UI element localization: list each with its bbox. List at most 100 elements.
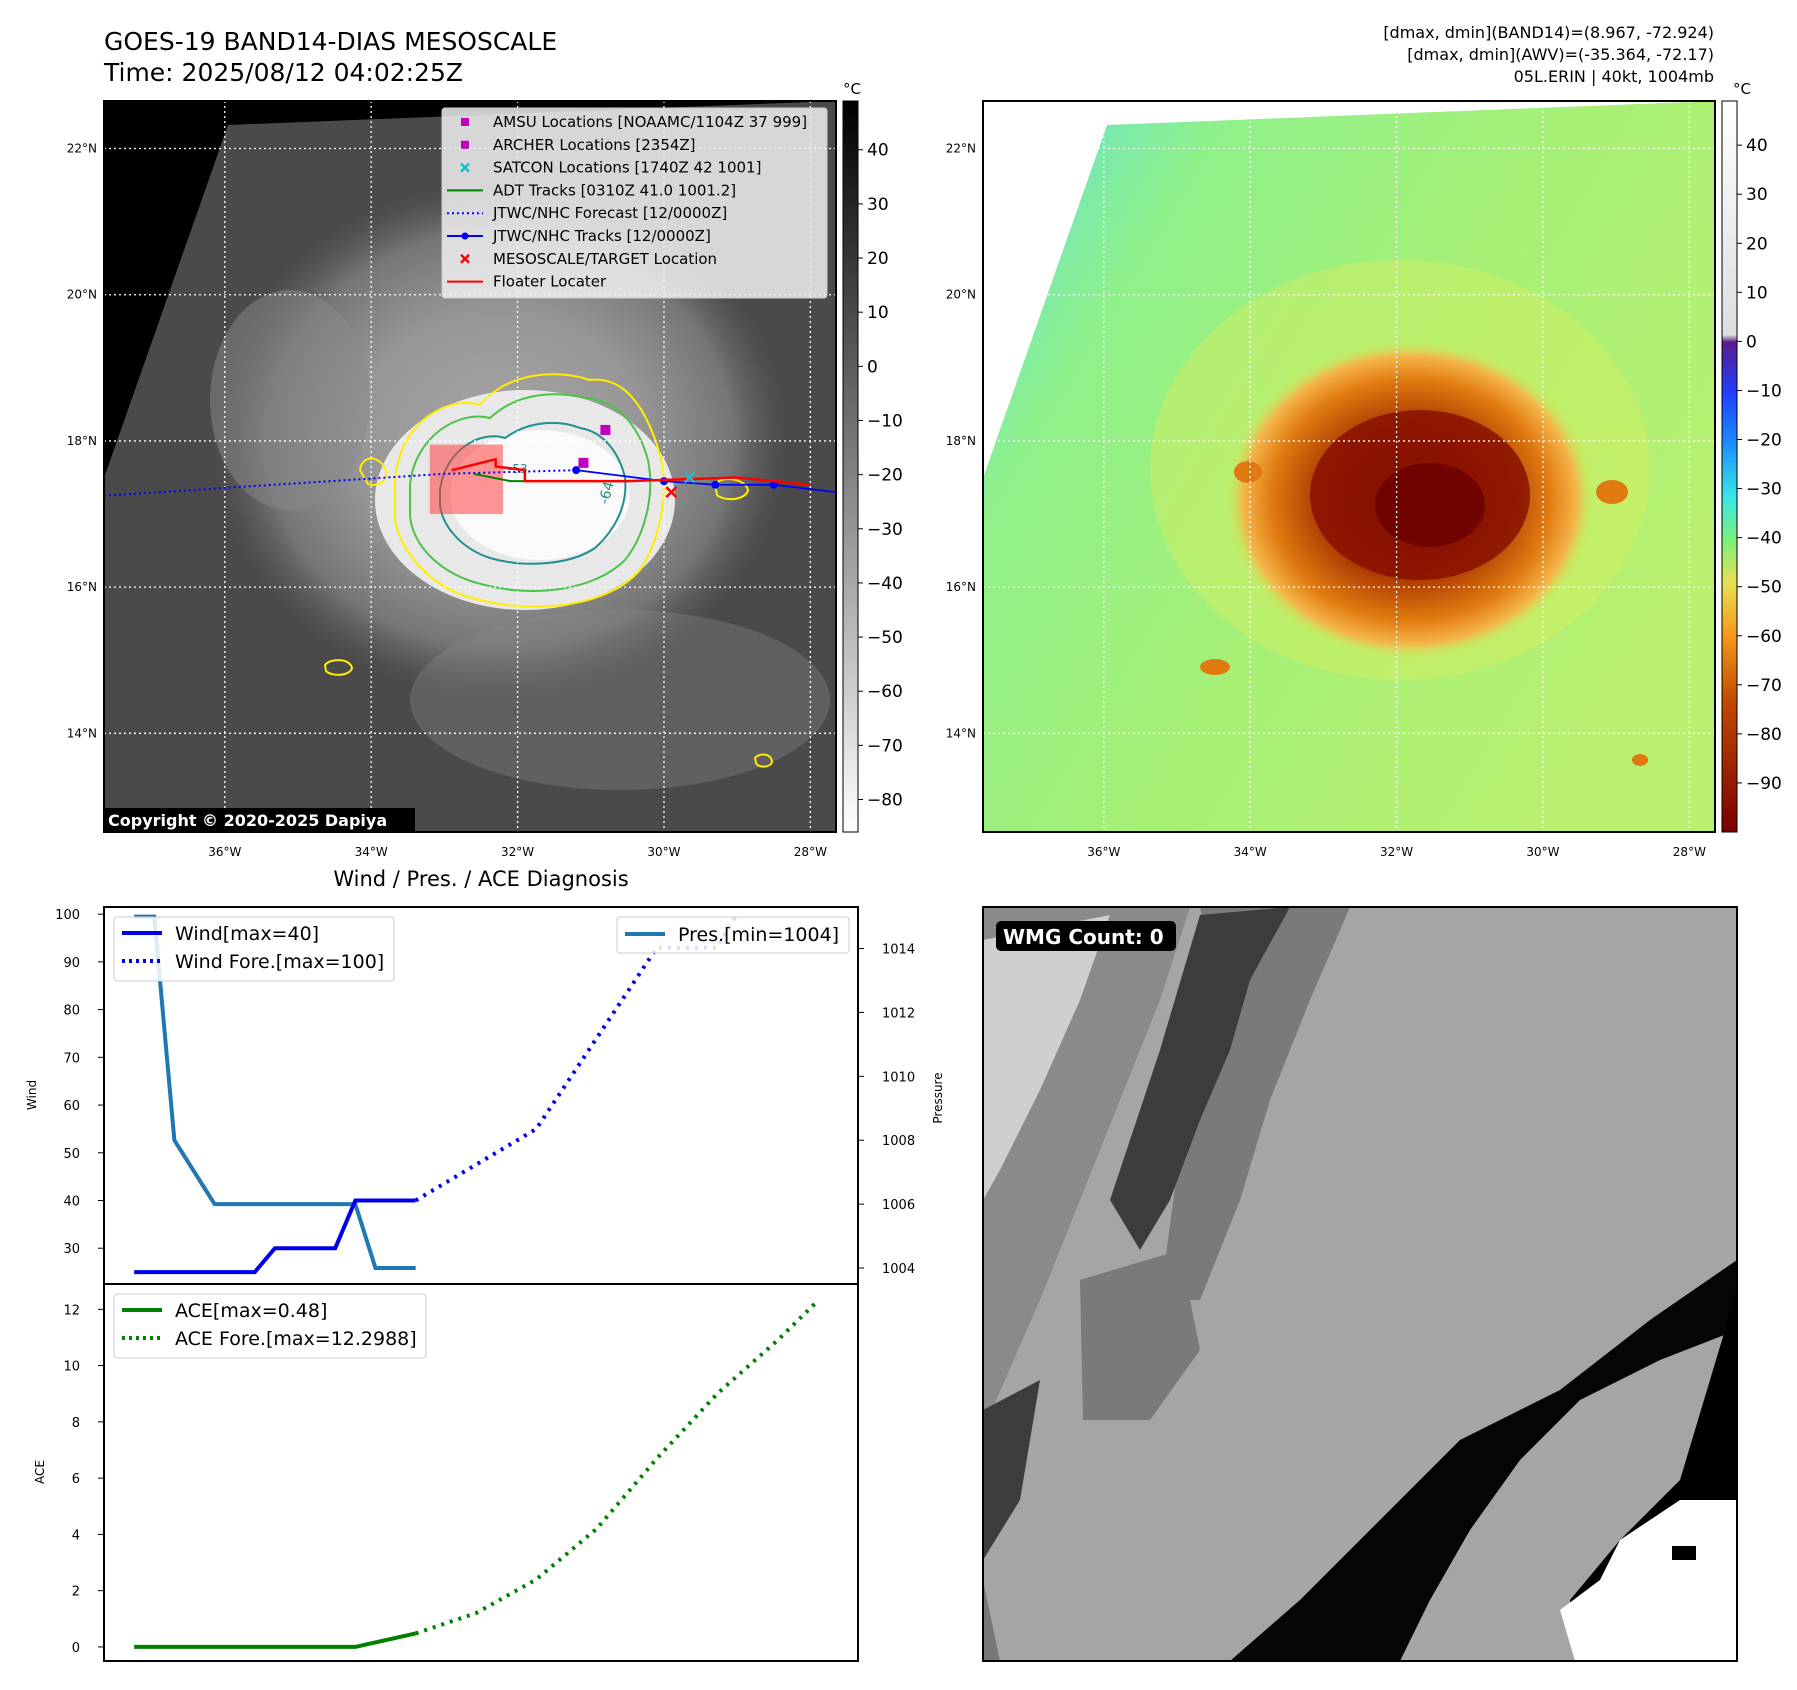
ace-forecast-series-line: [415, 1299, 820, 1636]
colorbar-tick-label: −30: [1746, 480, 1782, 500]
legend-label: ADT Tracks [0310Z 41.0 1001.2]: [493, 181, 736, 199]
wind-legend-label: Wind[max=40]: [175, 923, 319, 945]
colorbar-tick-label: −50: [1746, 578, 1782, 598]
colorbar-tick-label: −30: [867, 520, 903, 540]
ace-series-line: [134, 1631, 417, 1649]
satcon-marker: [683, 471, 696, 484]
legend-label: MESOSCALE/TARGET Location: [493, 250, 717, 268]
lat-tick-label: 16°N: [67, 580, 97, 594]
lon-tick-label: 30°W: [647, 845, 680, 859]
info-line3: 05L.ERIN | 40kt, 1004mb: [1514, 67, 1714, 86]
legend-marker-dot: [461, 232, 469, 240]
ir-map-tracks: [103, 424, 837, 515]
legend-marker-square: [461, 140, 469, 149]
nhc-track-point: [711, 480, 720, 489]
contour-blob-3: [323, 659, 354, 676]
ir-colorbar: °C 40 30 20 10 0 −10 −20 −30 −40 −50 −60 −70 −80: [842, 80, 903, 833]
lon-tick-label: 32°W: [1380, 845, 1413, 859]
pressure-y-tick-label: 1014: [882, 943, 915, 958]
legend-label: JTWC/NHC Tracks [12/0000Z]: [492, 227, 711, 245]
figure-title-line1: GOES-19 BAND14-DIAS MESOSCALE: [104, 27, 557, 56]
wind-y-tick-label: 30: [63, 1242, 80, 1257]
contour-teal-inner: [439, 421, 627, 565]
wmg-black-sw: [1230, 1260, 1737, 1661]
color-map-frame: [982, 100, 1716, 833]
wind-fore-legend-label: Wind Fore.[max=100]: [175, 951, 384, 973]
wmg-black-band: [1110, 907, 1290, 1250]
colorbar-tick-label: −20: [867, 466, 903, 486]
wind-y-tick-label: 70: [63, 1051, 80, 1066]
colorbar-tick-label: −10: [1746, 381, 1782, 401]
colorbar-tick-label: 40: [867, 141, 889, 161]
colorbar-tick-label: 20: [867, 249, 889, 269]
colorbar-tick-label: 0: [1746, 332, 1757, 352]
ir-map-frame: [103, 100, 837, 833]
colorbar-tick-label: −20: [1746, 431, 1782, 451]
ace-legend-label: ACE[max=0.48]: [175, 1300, 327, 1322]
lat-tick-label: 18°N: [67, 434, 97, 448]
wmg-frame: [982, 906, 1738, 1662]
map-legend: AMSU Locations [NOAAMC/1104Z 37 999] ARCH…: [441, 107, 828, 299]
ace-ylabel: ACE: [33, 1460, 47, 1484]
colorbar-tick-label: −90: [1746, 774, 1782, 794]
wind-y-tick-label: 90: [63, 956, 80, 971]
ace-y-tick-label: 12: [63, 1303, 80, 1318]
contour-green-mid: [409, 393, 652, 593]
wmg-panel: WMG Count: 0: [982, 906, 1738, 1662]
wmg-count-label: WMG Count: 0: [1003, 925, 1164, 949]
pressure-y-tick-label: 1012: [882, 1006, 915, 1021]
wmg-corner: [983, 1580, 1000, 1661]
contour-label-64: -64: [596, 480, 617, 506]
amsu-marker: [578, 457, 589, 468]
wmg-dark-band-2: [1080, 1250, 1200, 1420]
colorbar-tick-label: 0: [867, 357, 878, 377]
ace-y-tick-label: 0: [72, 1641, 80, 1656]
wind-y-tick-label: 80: [63, 1004, 80, 1019]
color-map-lon-labels: 36°W 34°W 32°W 30°W 28°W: [1087, 845, 1706, 859]
wind-series-line: [134, 1198, 416, 1275]
colorbar-tick-label: −60: [1746, 627, 1782, 647]
contour-blob-2: [713, 478, 750, 501]
ace-y-tick-label: 6: [72, 1472, 80, 1487]
colorbar-tick-label: −70: [867, 736, 903, 756]
legend-label: AMSU Locations [NOAAMC/1104Z 37 999]: [493, 113, 807, 131]
colorbar-tick-label: −80: [1746, 725, 1782, 745]
pressure-ylabel: Pressure: [931, 1072, 945, 1123]
mesoscale-box: [429, 444, 503, 515]
wmg-dark-patch: [983, 1380, 1040, 1560]
legend-marker-square: [461, 118, 469, 126]
colorbar-tick-label: −80: [867, 791, 903, 811]
ir-cloud-south: [410, 610, 830, 790]
wmg-white-region: [1560, 1500, 1737, 1661]
ace-y-tick-label: 8: [72, 1416, 80, 1431]
contour-blob-4: [753, 753, 774, 768]
floater-track: [451, 457, 811, 487]
colorbar-tick-label: 30: [1746, 185, 1768, 205]
ir-map-lat-labels: 22°N 20°N 18°N 16°N 14°N: [67, 142, 97, 741]
copyright-text: Copyright © 2020-2025 Dapiya: [108, 811, 387, 830]
color-blob-1: [1234, 461, 1262, 483]
legend-label: SATCON Locations [1740Z 42 1001]: [493, 159, 761, 177]
wmg-black-dot: [1672, 1546, 1696, 1560]
wind-legend-box: [113, 916, 395, 982]
colorbar-tick-label: −60: [867, 682, 903, 702]
color-storm-eye: [1375, 463, 1485, 547]
forecast-track: [103, 469, 577, 497]
ace-chart: 0 2 4 6 8 10 12 ACE ACE[max=0.48] ACE Fore.[ma…: [33, 1283, 859, 1662]
lon-tick-label: 36°W: [1087, 845, 1120, 859]
color-colorbar-unit: °C: [1733, 80, 1751, 98]
colorbar-tick-label: 20: [1746, 234, 1768, 254]
wmg-light-west: [983, 915, 1110, 1200]
color-map-panel: 22°N 20°N 18°N 16°N 14°N 36°W 34°W 32°W 30°W 28°…: [946, 100, 1716, 859]
ir-cloud-mid: [210, 290, 370, 510]
lat-tick-label: 22°N: [946, 142, 976, 156]
colorbar-tick-label: 40: [1746, 136, 1768, 156]
colorbar-tick-label: 10: [867, 303, 889, 323]
color-colorbar-gradient: [1721, 100, 1738, 833]
wind-y-tick-label: 100: [55, 908, 80, 923]
lon-tick-label: 34°W: [1234, 845, 1267, 859]
pressure-y-tick-label: 1010: [882, 1070, 915, 1085]
lon-tick-label: 28°W: [794, 845, 827, 859]
diagnosis-title: Wind / Pres. / ACE Diagnosis: [333, 867, 628, 891]
pressure-legend-label: Pres.[min=1004]: [678, 924, 839, 946]
